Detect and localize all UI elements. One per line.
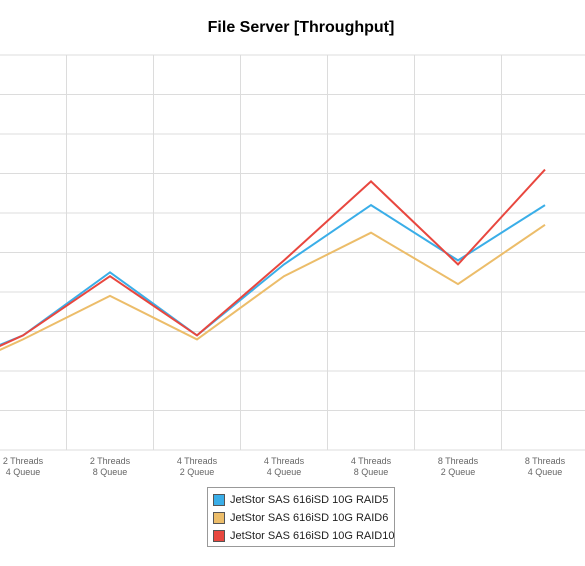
x-tick-label: 4 Threads [264,456,305,466]
x-tick-label: 8 Queue [354,467,389,477]
x-tick-label: 4 Threads [177,456,218,466]
series-line-1[interactable] [0,223,546,379]
legend-swatch-raid6 [213,512,225,524]
series-line-2[interactable] [0,168,546,375]
x-tick-label: 2 Queue [180,467,215,477]
x-tick-label: 2 Threads [3,456,44,466]
series-line-0[interactable] [0,203,546,371]
legend-label-raid6: JetStor SAS 616iSD 10G RAID6 [230,512,389,524]
legend-swatch-raid5 [213,494,225,506]
chart-title: File Server [Throughput] [207,19,395,36]
x-tick-label: 4 Queue [267,467,302,477]
x-tick-label: 8 Threads [438,456,479,466]
legend-item-raid10[interactable]: JetStor SAS 616iSD 10G RAID10 [213,527,394,545]
legend-label-raid10: JetStor SAS 616iSD 10G RAID10 [230,530,395,542]
x-tick-label: 8 Queue [93,467,128,477]
series-lines [0,168,546,379]
legend-item-raid5[interactable]: JetStor SAS 616iSD 10G RAID5 [213,491,389,509]
x-tick-label: 4 Queue [6,467,41,477]
x-tick-label: 2 Queue [441,467,476,477]
horizontal-gridlines [0,54,585,451]
x-tick-label: 8 Threads [525,456,566,466]
x-tick-label: 4 Threads [351,456,392,466]
legend-item-raid6[interactable]: JetStor SAS 616iSD 10G RAID6 [213,509,389,527]
vertical-gridlines [66,55,502,450]
legend-swatch-raid10 [213,530,225,542]
legend: JetStor SAS 616iSD 10G RAID5 JetStor SAS… [207,487,395,547]
x-tick-label: 2 Threads [90,456,131,466]
legend-label-raid5: JetStor SAS 616iSD 10G RAID5 [230,494,389,506]
x-tick-label: 4 Queue [528,467,563,477]
